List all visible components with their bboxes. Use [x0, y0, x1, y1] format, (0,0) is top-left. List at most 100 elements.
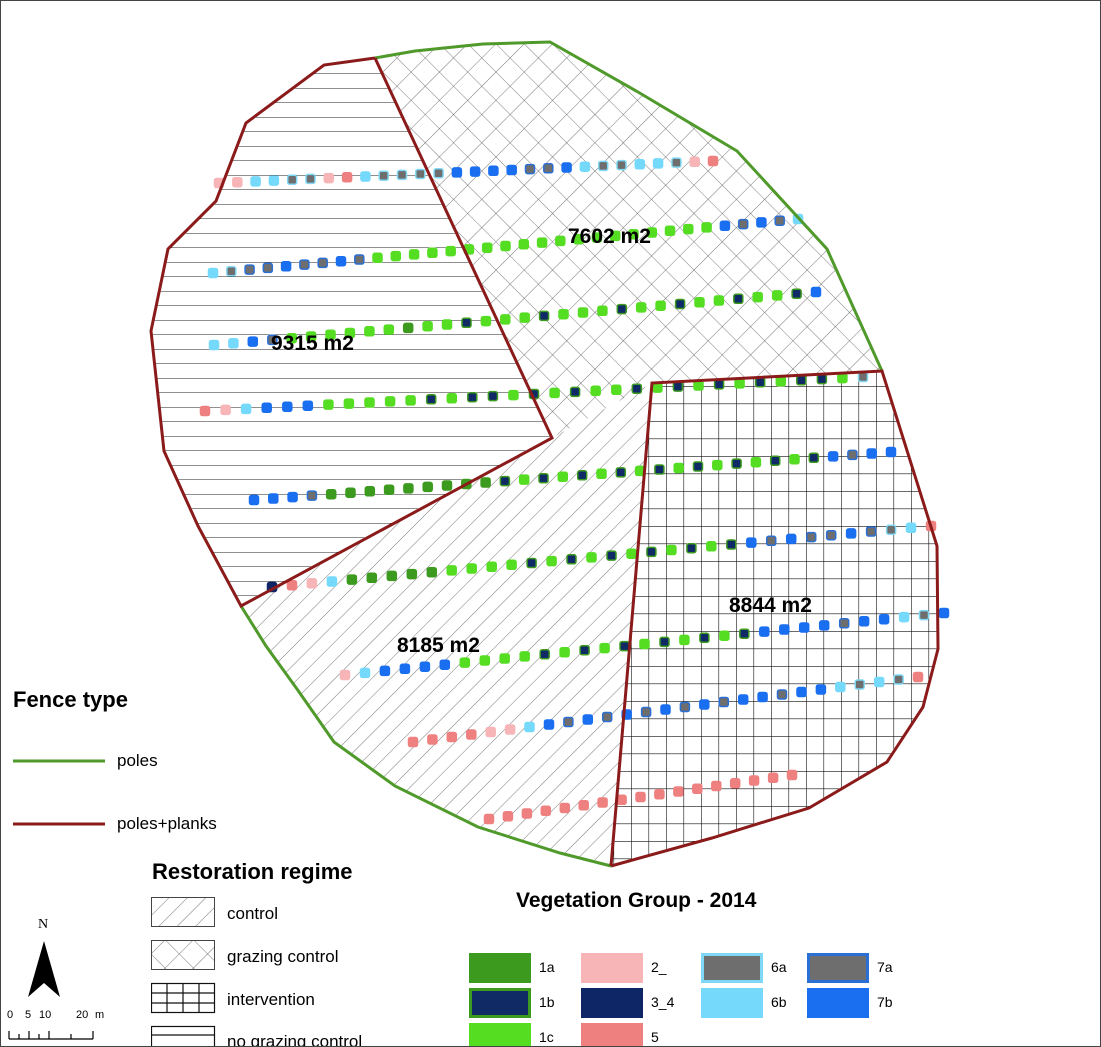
transect-point: [865, 526, 877, 537]
transect-point: [479, 655, 491, 666]
transect-point: [366, 572, 378, 584]
transect-point: [893, 674, 904, 685]
transect-point: [619, 640, 630, 652]
transect-point: [857, 371, 869, 383]
transect-point: [518, 239, 530, 250]
transect-point: [323, 399, 334, 410]
transect-point: [207, 267, 219, 279]
veg-label-6a: 6a: [771, 959, 787, 975]
scale-tick-10: 10: [39, 1009, 52, 1021]
transect-point: [825, 529, 837, 541]
transect-point: [480, 315, 492, 327]
transect-point: [818, 620, 830, 631]
transect-point: [711, 780, 722, 792]
transect-point: [226, 266, 237, 277]
transect-point: [731, 458, 742, 469]
transect-point: [611, 384, 622, 396]
transect-point: [805, 531, 817, 543]
transect-point: [248, 494, 260, 506]
transect-point: [713, 295, 725, 306]
transect-point: [485, 726, 496, 738]
transect-point: [885, 524, 897, 535]
transect-point: [524, 721, 535, 733]
transect-point: [426, 566, 438, 578]
veg-label-1c: 1c: [539, 1029, 554, 1045]
transect-point: [481, 242, 493, 253]
transect-point: [590, 385, 601, 397]
transect-point: [250, 176, 261, 187]
scale-tick-20: 20: [76, 1009, 89, 1021]
transect-point: [555, 235, 566, 247]
transect-point: [579, 161, 591, 172]
transect-point: [771, 290, 783, 301]
transect-point: [938, 607, 950, 619]
transect-point: [558, 308, 569, 320]
transect-point: [500, 314, 511, 325]
transect-point: [752, 291, 763, 303]
transect-point: [573, 234, 584, 245]
veg-swatch-1a: [469, 953, 531, 983]
transect-point: [748, 775, 760, 786]
transect-point: [466, 563, 477, 574]
transect-point: [789, 454, 800, 465]
transect-point: [386, 570, 398, 582]
transect-point: [563, 716, 574, 728]
transect-point: [854, 679, 865, 690]
transect-point: [339, 669, 351, 681]
transect-point: [673, 462, 684, 474]
transect-point: [615, 467, 627, 478]
transect-point: [519, 651, 530, 662]
transect-point: [596, 468, 607, 480]
transect-point: [261, 402, 272, 414]
transect-point: [746, 537, 757, 548]
transect-point: [591, 232, 603, 243]
transect-point: [756, 217, 767, 228]
transect-point: [536, 237, 548, 248]
veg-swatch-6a: [701, 953, 763, 983]
veg-swatch-1b: [469, 988, 531, 1018]
transect-point: [885, 446, 897, 458]
transect-point: [673, 786, 684, 797]
transect-point: [754, 377, 766, 388]
transect-point: [286, 332, 297, 344]
transect-point: [774, 215, 785, 226]
no-grazing-control-swatch: [151, 1025, 216, 1046]
transect-point: [918, 609, 930, 621]
transect-point: [446, 565, 457, 576]
veg-label-1a: 1a: [539, 959, 555, 975]
transect-point: [518, 474, 530, 485]
transect-point: [628, 228, 639, 240]
transect-point: [286, 579, 298, 591]
restoration-legend-intervention: intervention: [227, 990, 315, 1009]
transect-point: [325, 488, 337, 500]
veg-swatch-7b: [807, 988, 869, 1018]
transect-point: [586, 552, 597, 563]
transect-point: [577, 307, 589, 318]
transect-point: [683, 223, 694, 235]
transect-point: [559, 802, 571, 814]
transect-point: [354, 254, 365, 265]
scale-bar: [8, 1031, 94, 1040]
veg-label-3-4: 3_4: [651, 994, 675, 1010]
veg-swatch-1c: [469, 1023, 531, 1046]
transect-point: [701, 222, 712, 233]
transect-point: [282, 401, 293, 413]
transect-point: [646, 227, 658, 238]
transect-point: [835, 681, 846, 693]
veg-swatch-2-: [581, 953, 643, 983]
transect-point: [343, 398, 355, 409]
transect-point: [626, 548, 637, 559]
transect-point: [506, 164, 517, 176]
transect-point: [578, 800, 589, 811]
transect-point: [521, 808, 533, 819]
transect-point: [769, 455, 781, 466]
transect-point: [364, 486, 376, 497]
transect-point: [419, 661, 431, 672]
transect-point: [640, 706, 652, 718]
transect-point: [364, 326, 375, 337]
transect-point: [405, 395, 416, 406]
transect-point: [767, 772, 779, 784]
veg-swatch-3-4: [581, 988, 643, 1018]
transect-point: [689, 156, 700, 168]
transect-point: [461, 317, 472, 329]
